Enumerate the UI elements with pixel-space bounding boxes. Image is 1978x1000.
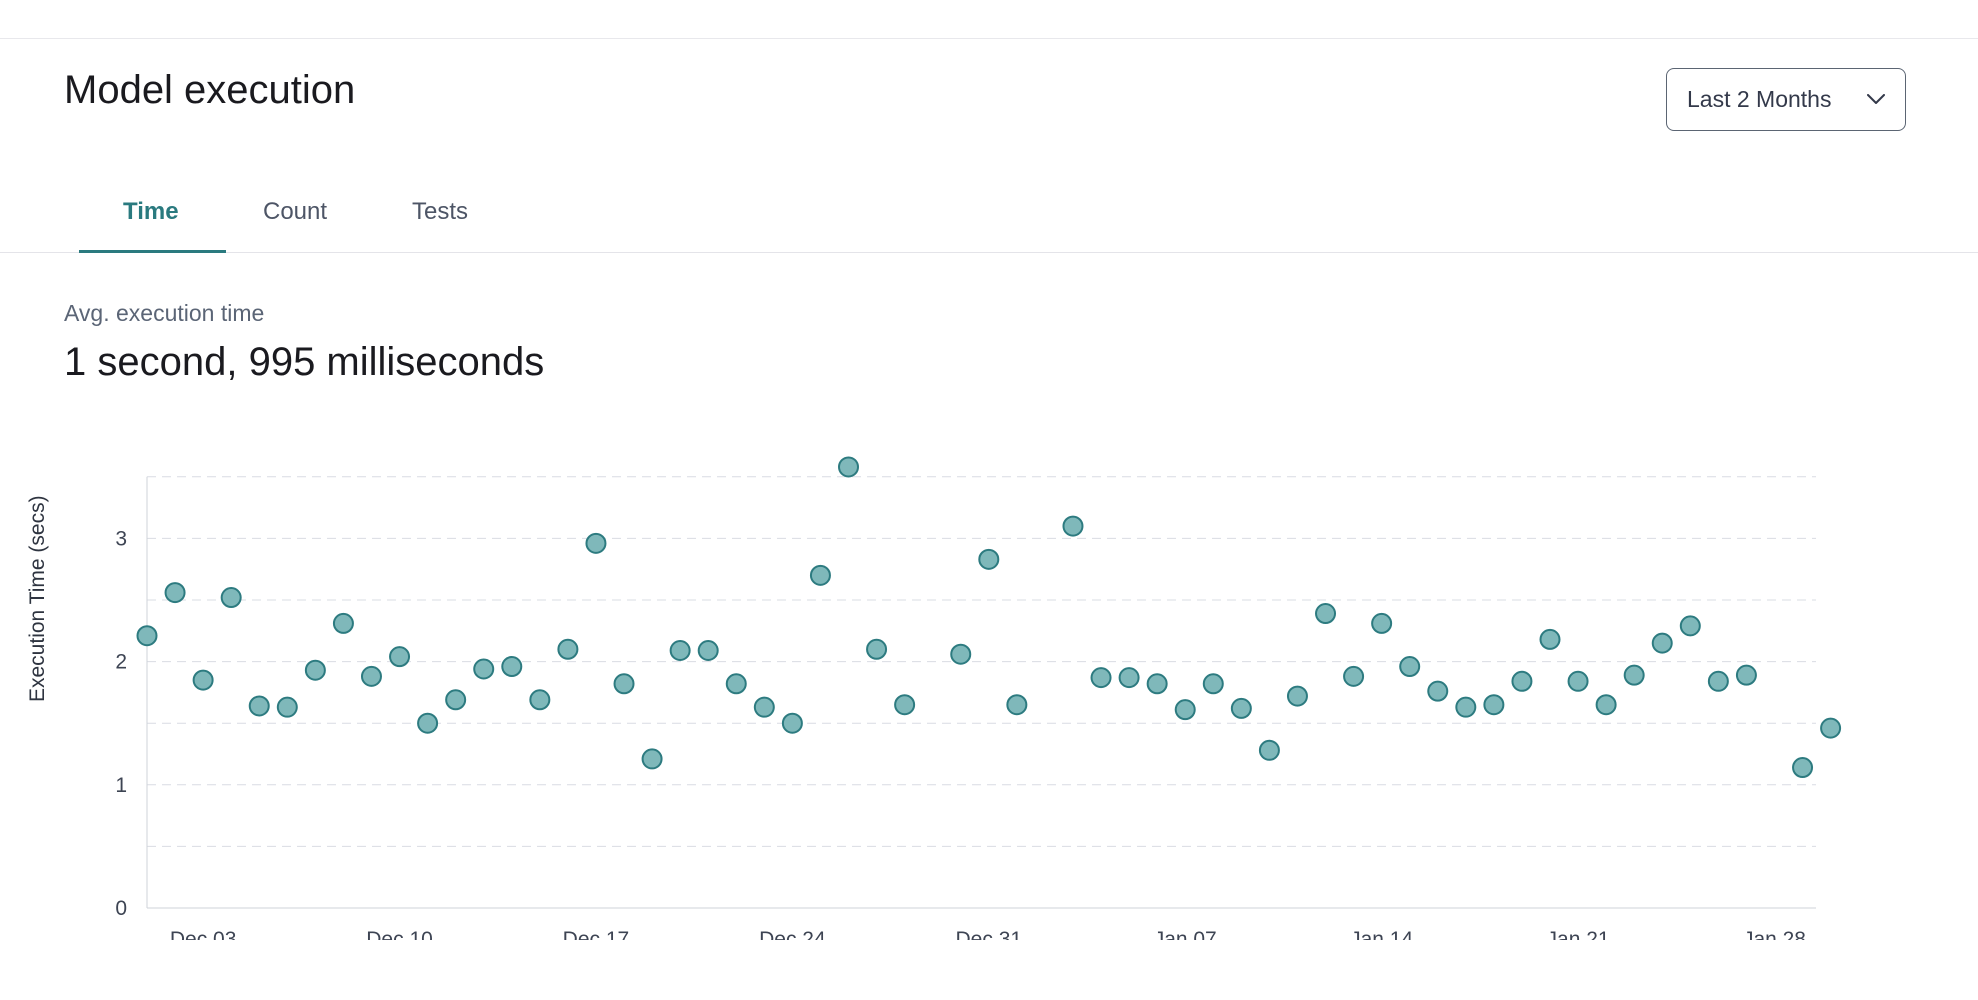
svg-text:Dec 03: Dec 03: [170, 928, 237, 940]
svg-text:Jan 07: Jan 07: [1154, 928, 1217, 940]
svg-text:Jan 28: Jan 28: [1743, 928, 1806, 940]
svg-text:2: 2: [115, 651, 127, 674]
svg-text:3: 3: [115, 527, 127, 550]
svg-text:Dec 17: Dec 17: [563, 928, 630, 940]
svg-text:Jan 21: Jan 21: [1547, 928, 1610, 940]
svg-text:Jan 14: Jan 14: [1350, 928, 1413, 940]
svg-text:Dec 10: Dec 10: [366, 928, 433, 940]
svg-text:1: 1: [115, 774, 127, 797]
svg-text:0: 0: [115, 897, 127, 920]
svg-text:Dec 24: Dec 24: [759, 928, 826, 940]
svg-text:Dec 31: Dec 31: [956, 928, 1023, 940]
